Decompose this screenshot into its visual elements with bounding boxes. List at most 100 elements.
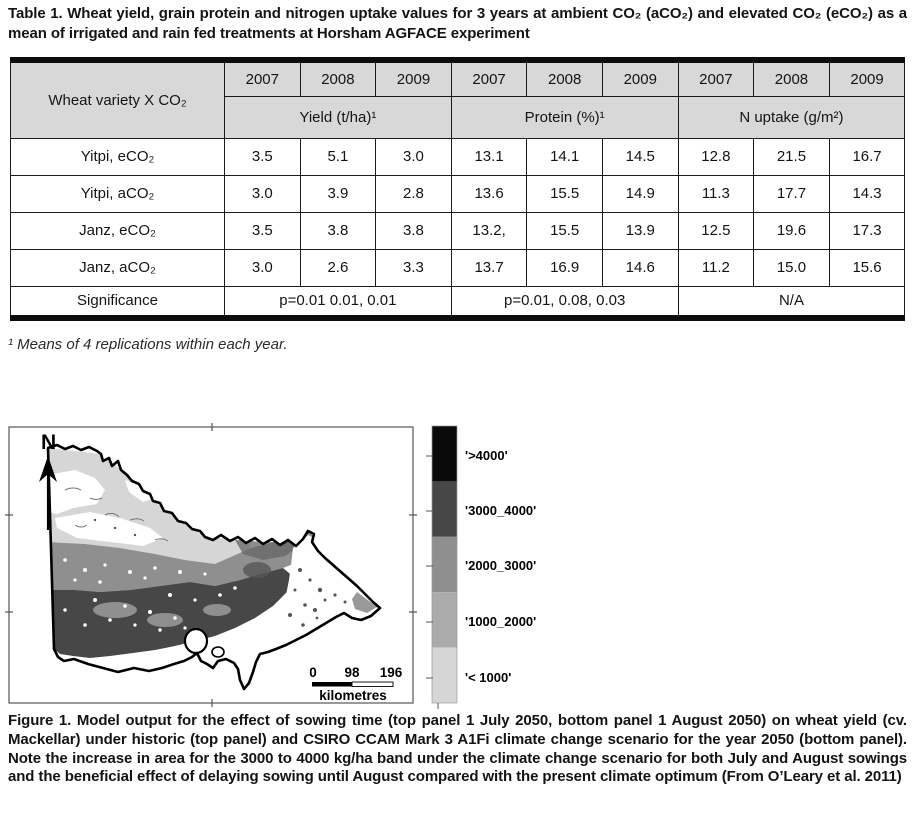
table-row: Janz, eCO₂ 3.5 3.8 3.8 13.2, 15.5 13.9 1… xyxy=(10,211,906,250)
legend-label-2000-3000: '2000_3000' xyxy=(465,558,536,573)
table-cell: 3.0 xyxy=(224,174,301,213)
legend-swatch-3000-4000 xyxy=(432,481,457,537)
table-cell: 13.6 xyxy=(450,174,528,213)
year-header: 2008 xyxy=(526,59,603,97)
table-cell: 16.9 xyxy=(526,248,603,287)
year-header: 2008 xyxy=(753,59,830,97)
corner-header: Wheat variety X CO₂ xyxy=(10,59,225,139)
map-band-3000-4000 xyxy=(48,568,295,658)
table-cell: 15.5 xyxy=(526,174,603,213)
year-header: 2008 xyxy=(299,59,377,97)
table-cell: 12.8 xyxy=(677,137,755,176)
wheat-data-table: Wheat variety X CO₂ 2007 2008 2009 2007 … xyxy=(10,57,906,321)
table-cell: 13.2, xyxy=(450,211,528,250)
table-cell: 13.7 xyxy=(450,248,528,287)
victoria-yield-map: N 0 98 196 kilometres '>4000' '3000_4000… xyxy=(5,423,536,709)
table-caption: Table 1. Wheat yield, grain protein and … xyxy=(8,5,907,42)
group-header-protein: Protein (%)¹ xyxy=(450,95,679,139)
scale-unit-label: kilometres xyxy=(319,688,387,703)
significance-yield: p=0.01 0.01, 0.01 xyxy=(224,285,452,319)
legend-swatch-lt1000 xyxy=(432,647,457,703)
table-cell: 3.9 xyxy=(299,174,377,213)
row-label: Significance xyxy=(10,285,225,319)
map-legend: '>4000' '3000_4000' '2000_3000' '1000_20… xyxy=(426,425,536,709)
table-row: Yitpi, aCO₂ 3.0 3.9 2.8 13.6 15.5 14.9 1… xyxy=(10,174,906,213)
scale-bar: 0 98 196 kilometres xyxy=(309,665,403,703)
western-port-bay xyxy=(211,646,225,658)
row-label: Yitpi, eCO₂ xyxy=(10,137,225,176)
north-label: N xyxy=(41,431,56,454)
significance-row: Significance p=0.01 0.01, 0.01 p=0.01, 0… xyxy=(10,285,906,319)
table-cell: 3.5 xyxy=(224,137,301,176)
scale-label-98: 98 xyxy=(344,665,360,680)
table-cell: 19.6 xyxy=(753,211,830,250)
figure-caption: Figure 1. Model output for the effect of… xyxy=(8,712,907,786)
year-header: 2009 xyxy=(601,59,679,97)
map-dark-speckles xyxy=(93,518,347,627)
table-cell: 13.1 xyxy=(450,137,528,176)
significance-protein: p=0.01, 0.08, 0.03 xyxy=(450,285,679,319)
table-cell: 17.3 xyxy=(828,211,906,250)
map-medium-blobs xyxy=(93,602,231,627)
table-cell: 16.7 xyxy=(828,137,906,176)
legend-label-gt4000: '>4000' xyxy=(465,448,508,463)
table-cell: 14.1 xyxy=(526,137,603,176)
legend-swatch-gt4000 xyxy=(432,426,457,482)
table-row: Yitpi, eCO₂ 3.5 5.1 3.0 13.1 14.1 14.5 1… xyxy=(10,137,906,176)
table-cell: 15.6 xyxy=(828,248,906,287)
map-east-tip-patch xyxy=(352,592,377,613)
table-header-groups-row: Yield (t/ha)¹ Protein (%)¹ N uptake (g/m… xyxy=(11,95,906,139)
map-east-white-region xyxy=(271,535,379,650)
legend-label-lt1000: '< 1000' xyxy=(465,670,511,685)
legend-label-3000-4000: '3000_4000' xyxy=(465,503,536,518)
legend-swatch-1000-2000 xyxy=(432,592,457,648)
group-header-nuptake: N uptake (g/m²) xyxy=(677,95,906,139)
table-cell: 3.3 xyxy=(375,248,452,287)
table-cell: 3.0 xyxy=(224,248,301,287)
table-cell: 3.0 xyxy=(375,137,452,176)
table-row: Janz, aCO₂ 3.0 2.6 3.3 13.7 16.9 14.6 11… xyxy=(10,248,906,287)
map-frame-ticks xyxy=(5,423,417,707)
table-cell: 11.2 xyxy=(677,248,755,287)
legend-label-1000-2000: '1000_2000' xyxy=(465,614,536,629)
scale-label-196: 196 xyxy=(380,665,403,680)
legend-swatch-2000-3000 xyxy=(432,536,457,593)
table-cell: 14.3 xyxy=(828,174,906,213)
table-cell: 2.6 xyxy=(299,248,377,287)
map-white-patches-nw xyxy=(48,470,163,546)
scale-label-0: 0 xyxy=(309,665,317,680)
port-phillip-bay xyxy=(183,627,209,655)
table-cell: 5.1 xyxy=(299,137,377,176)
group-header-yield: Yield (t/ha)¹ xyxy=(224,95,452,139)
table-cell: 15.0 xyxy=(753,248,830,287)
north-arrow-icon: N xyxy=(39,431,57,530)
figure-map: N 0 98 196 kilometres '>4000' '3000_4000… xyxy=(5,420,565,710)
year-header: 2009 xyxy=(375,59,452,97)
year-header: 2009 xyxy=(828,59,906,97)
map-alpine-dark-patch xyxy=(243,562,271,578)
row-label: Janz, eCO₂ xyxy=(10,211,225,250)
map-band-2000-3000 xyxy=(48,532,318,592)
map-ne-highlands xyxy=(235,540,300,560)
table-cell: 21.5 xyxy=(753,137,830,176)
map-white-speckles xyxy=(63,558,237,632)
table-cell: 11.3 xyxy=(677,174,755,213)
year-header: 2007 xyxy=(224,59,301,97)
row-label: Janz, aCO₂ xyxy=(10,248,225,287)
table-cell: 14.5 xyxy=(601,137,679,176)
significance-nuptake: N/A xyxy=(677,285,906,319)
map-texture-squiggles xyxy=(64,487,169,542)
year-header: 2007 xyxy=(677,59,755,97)
table-cell: 3.8 xyxy=(375,211,452,250)
table-cell: 14.6 xyxy=(601,248,679,287)
table-cell: 15.5 xyxy=(526,211,603,250)
row-label: Yitpi, aCO₂ xyxy=(10,174,225,213)
table-header-years-row: Wheat variety X CO₂ 2007 2008 2009 2007 … xyxy=(10,59,906,139)
table-cell: 2.8 xyxy=(375,174,452,213)
table-footnote: ¹ Means of 4 replications within each ye… xyxy=(8,336,288,353)
table-cell: 17.7 xyxy=(753,174,830,213)
table-cell: 13.9 xyxy=(601,211,679,250)
table-cell: 3.5 xyxy=(224,211,301,250)
table-cell: 14.9 xyxy=(601,174,679,213)
table-cell: 12.5 xyxy=(677,211,755,250)
